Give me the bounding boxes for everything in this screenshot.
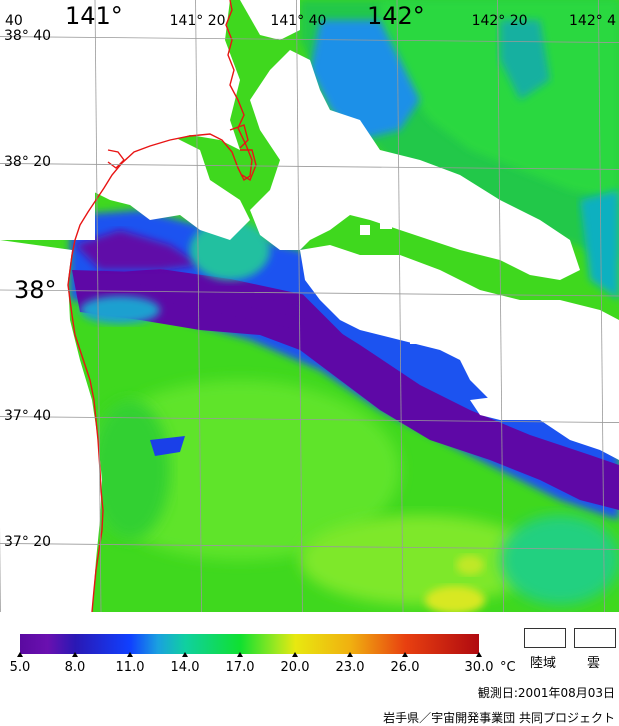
sst-map-image: [0, 0, 619, 612]
latitude-label: 38° 20: [4, 155, 51, 169]
legend: 5.0 8.0 11.0 14.0 17.0 20.0 23.0 26.0 30.0 °C 陸域…: [0, 612, 619, 725]
colorbar-tick: [17, 652, 23, 657]
latitude-label: 37° 20: [4, 535, 51, 549]
land-swatch: [524, 628, 566, 648]
longitude-label: 142°: [367, 4, 425, 28]
colorbar-tick: [402, 652, 408, 657]
colorbar-tick-label: 20.0: [281, 660, 310, 675]
colorbar-tick-label: 23.0: [336, 660, 365, 675]
temperature-colorbar: [20, 634, 479, 654]
colorbar-tick-label: 8.0: [65, 660, 86, 675]
cloud-swatch: [574, 628, 616, 648]
longitude-label: 142° 20: [472, 14, 528, 28]
observation-date: 観測日:2001年08月03日: [478, 684, 615, 701]
latitude-label: 37° 40: [4, 409, 51, 423]
longitude-label: 141° 40: [270, 14, 326, 28]
longitude-label: 141°: [65, 4, 123, 28]
colorbar-tick: [182, 652, 188, 657]
colorbar-tick-label: 11.0: [116, 660, 145, 675]
colorbar-tick: [476, 652, 482, 657]
longitude-label: 142° 4: [569, 14, 616, 28]
sst-map: 40 141° 141° 20 141° 40 142° 142° 20 142° 4 38°…: [0, 0, 619, 612]
longitude-label: 40: [5, 14, 23, 28]
colorbar-tick: [127, 652, 133, 657]
latitude-label: 38° 40: [4, 29, 51, 43]
credit: 岩手県／宇宙開発事業団 共同プロジェクト: [383, 709, 615, 726]
colorbar-tick-label: 5.0: [10, 660, 31, 675]
colorbar-tick: [72, 652, 78, 657]
colorbar-tick: [237, 652, 243, 657]
longitude-label: 141° 20: [170, 14, 226, 28]
unit-label: °C: [500, 660, 516, 675]
colorbar-tick-label: 26.0: [391, 660, 420, 675]
colorbar-tick: [292, 652, 298, 657]
colorbar-tick: [347, 652, 353, 657]
colorbar-tick-label: 30.0: [465, 660, 494, 675]
latitude-label: 38°: [14, 278, 57, 302]
colorbar-tick-label: 14.0: [171, 660, 200, 675]
colorbar-tick-label: 17.0: [226, 660, 255, 675]
land-label: 陸域: [530, 652, 556, 671]
cloud-label: 雲: [587, 652, 600, 671]
